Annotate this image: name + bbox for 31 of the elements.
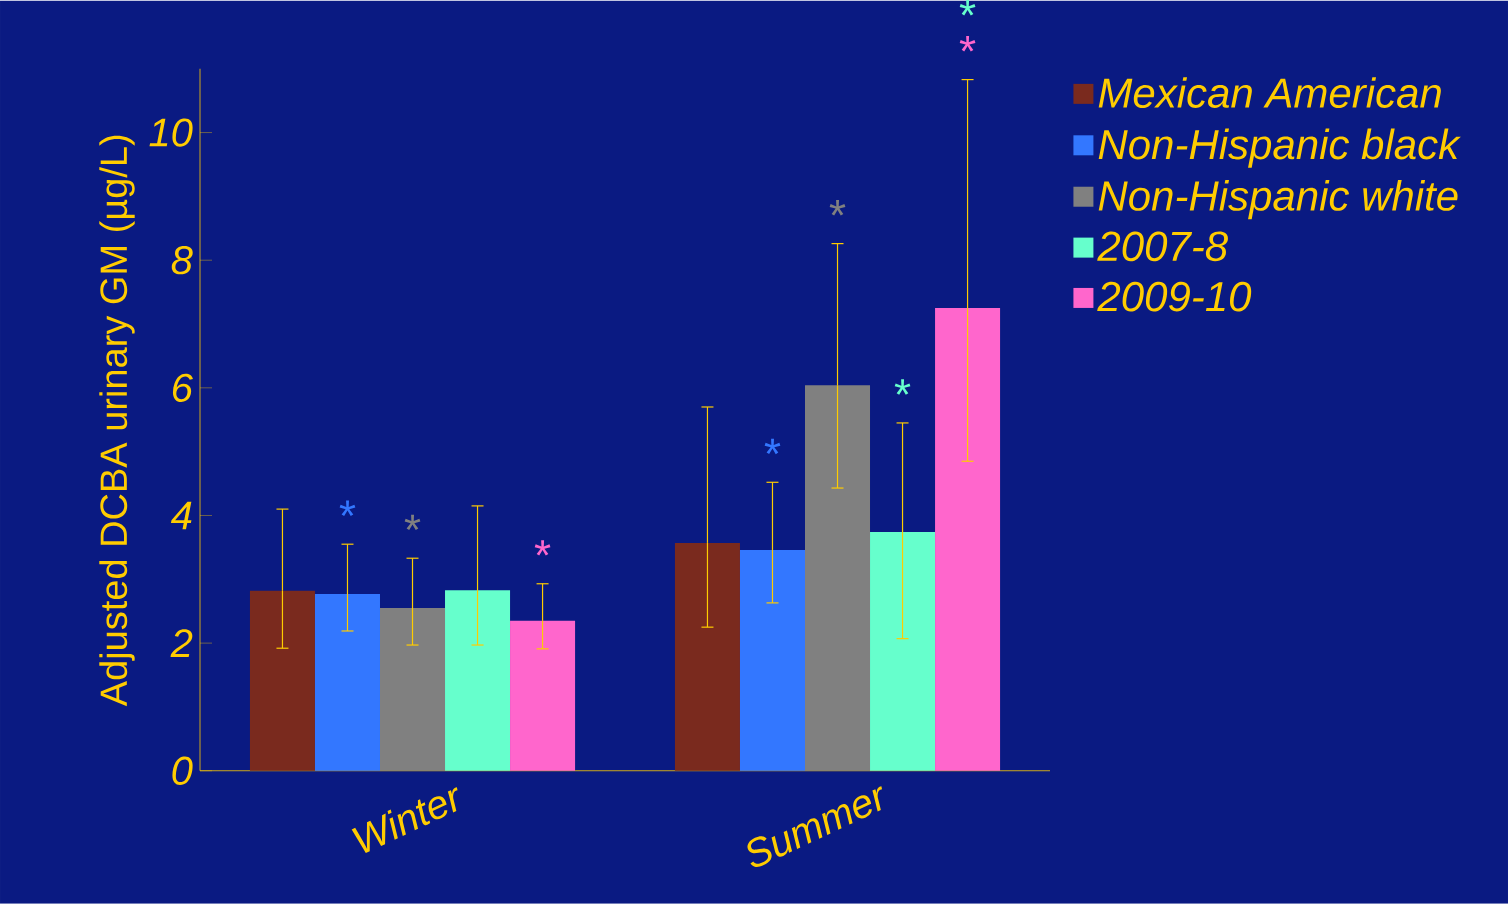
y-tick-label: 10 bbox=[149, 118, 193, 147]
text: * bbox=[959, 0, 976, 16]
bar bbox=[674, 543, 740, 771]
y-tick-label: 8 bbox=[171, 246, 193, 275]
bar bbox=[805, 385, 871, 771]
legend-label: Mexican American bbox=[1098, 77, 1441, 109]
annotation: * bbox=[534, 540, 551, 556]
bar bbox=[739, 550, 805, 771]
bar bbox=[249, 590, 315, 771]
y-tick-label: 0 bbox=[172, 756, 193, 786]
y-axis-title: Adjusted DCBA urinary GM (µg/L) bbox=[99, 135, 135, 707]
annotation: * bbox=[764, 438, 781, 455]
legend-label: Non-Hispanic black bbox=[1098, 128, 1461, 168]
bar bbox=[445, 590, 511, 771]
bar bbox=[380, 608, 446, 771]
x-tick-label: Winter bbox=[351, 787, 458, 854]
bar bbox=[870, 532, 936, 771]
annotation: * bbox=[404, 514, 421, 531]
annotation: * bbox=[894, 379, 911, 395]
y-tick-label: 2 bbox=[170, 629, 193, 658]
bar bbox=[935, 308, 1001, 771]
bar bbox=[510, 620, 576, 771]
legend-label: Non-Hispanic white bbox=[1098, 180, 1458, 220]
annotation: * bbox=[829, 200, 846, 216]
annotation: * bbox=[339, 500, 356, 517]
y-tick-label: 4 bbox=[170, 501, 192, 530]
bar bbox=[314, 594, 380, 771]
text: * bbox=[959, 36, 976, 52]
y-tick-label: 6 bbox=[172, 373, 193, 403]
legend-label: 2007-8 bbox=[1097, 231, 1228, 262]
legend-label: 2009-10 bbox=[1097, 281, 1252, 312]
